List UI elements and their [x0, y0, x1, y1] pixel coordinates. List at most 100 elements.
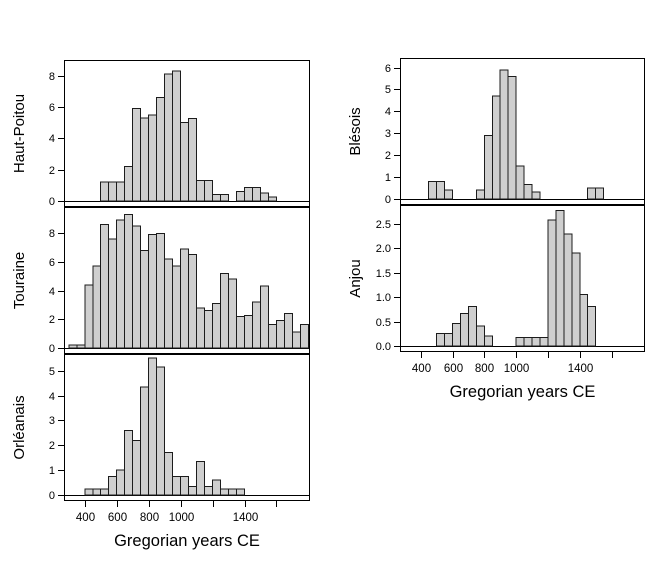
histogram-bar [483, 134, 493, 200]
y-tick-label: 4 [49, 286, 55, 298]
histogram-bar [236, 488, 246, 496]
histogram-bar [579, 294, 589, 347]
histogram-bar [164, 452, 174, 496]
y-tick-label: 4 [49, 391, 55, 403]
x-axis-title: Gregorian years CE [450, 383, 596, 401]
y-tick-label: 0.5 [376, 317, 391, 329]
histogram-bar [204, 310, 214, 349]
histogram-bar [132, 107, 142, 202]
y-tick-label: 0.0 [376, 341, 391, 352]
histogram-bar [491, 95, 501, 200]
histogram-bar [164, 258, 174, 349]
y-tick-label: 2.5 [376, 219, 391, 231]
x-tick-label: 400 [76, 512, 95, 524]
histogram-bar [571, 252, 581, 347]
histogram-bar [180, 248, 190, 349]
y-tick-label: 6 [385, 63, 391, 75]
panel-border [64, 60, 310, 207]
histogram-bar [156, 97, 166, 202]
histogram-bar [531, 337, 541, 347]
histogram-bar [475, 189, 485, 200]
panel-border [64, 354, 310, 501]
histogram-bar [68, 344, 78, 349]
histogram-bar [108, 238, 118, 349]
histogram-bar [100, 181, 110, 202]
histogram-bar [100, 488, 110, 496]
y-tick-label: 4 [385, 106, 391, 118]
histogram-bar [444, 189, 454, 200]
histogram-bar [587, 187, 597, 200]
histogram-bar [140, 386, 150, 496]
histogram-bar [595, 187, 605, 200]
histogram-bar [547, 219, 557, 347]
histogram-bar [283, 313, 293, 349]
histogram-bar [436, 332, 446, 347]
y-tick-label: 5 [385, 84, 391, 96]
histogram-bar [92, 265, 102, 349]
histogram-bar [452, 322, 461, 347]
histogram-bar [220, 272, 230, 349]
histogram-bar [156, 233, 166, 349]
histogram-bar [228, 488, 238, 496]
histogram-bar [244, 315, 253, 349]
y-tick-label: 0 [49, 196, 55, 207]
y-tick-label: 2 [49, 165, 55, 177]
histogram-bar [180, 475, 190, 496]
panel-orl-anais: 0 1 2 3 4 5 Orléanais [12, 354, 310, 501]
y-axis-region-label: Anjou [348, 259, 364, 297]
histogram-bar [204, 485, 214, 496]
y-tick-label: 1.0 [376, 292, 391, 304]
right-panel-column: 0 1 2 3 4 5 6 Blésois 0.0 0.5 1.0 1.5 2.0 2.5 Anjou 400… [348, 58, 645, 410]
histogram-bar [196, 307, 206, 349]
x-tick-label: 400 [412, 363, 431, 375]
histogram-bar [259, 285, 269, 349]
y-tick-label: 5 [49, 366, 55, 378]
histogram-bar [188, 118, 198, 202]
histogram-bar [587, 305, 597, 347]
histogram-bar [116, 469, 126, 496]
histogram-bar [444, 332, 454, 347]
histogram-bar [140, 117, 150, 202]
histogram-bar [563, 233, 573, 347]
y-tick-label: 0 [49, 343, 55, 354]
histogram-bar [459, 313, 469, 347]
x-tick-label: 1000 [169, 512, 195, 524]
histogram-bar [108, 475, 118, 496]
panel-haut-poitou: 0 2 4 6 8 Haut-Poitou [12, 60, 310, 207]
panel-bl-sois: 0 1 2 3 4 5 6 Blésois [348, 58, 645, 205]
y-tick-label: 0 [385, 194, 391, 205]
histogram-bar [124, 166, 134, 202]
y-axis-region-label: Blésois [348, 107, 364, 155]
panel-border [400, 205, 645, 352]
y-tick-label: 8 [49, 71, 55, 83]
histogram-bar [251, 187, 261, 202]
y-tick-label: 6 [49, 257, 55, 269]
histogram-bar [523, 337, 533, 347]
y-tick-label: 6 [49, 102, 55, 114]
histogram-bar [539, 337, 549, 347]
histogram-bar [228, 278, 238, 349]
y-tick-label: 1 [49, 465, 55, 477]
histogram-bar [299, 323, 309, 349]
x-tick-label: 800 [140, 512, 159, 524]
histogram-bar [523, 183, 533, 200]
histogram-bar [188, 485, 198, 496]
histogram-bar [204, 180, 214, 202]
histogram-bar [148, 114, 158, 202]
histogram-bar [92, 488, 102, 496]
histogram-bar [220, 194, 230, 202]
histogram-bar [172, 475, 182, 496]
panel-touraine: 0 2 4 6 8 Touraine [12, 207, 310, 354]
histogram-bar [108, 181, 118, 202]
panel-border [400, 58, 645, 205]
y-axis-region-label: Orléanais [12, 395, 28, 459]
histogram-bar [275, 320, 285, 349]
x-tick-label: 600 [444, 363, 463, 375]
y-tick-label: 1.5 [376, 268, 391, 280]
histogram-bar [84, 284, 94, 349]
histogram-bar [116, 219, 126, 349]
histogram-bar [196, 460, 206, 496]
panel-border [64, 207, 310, 354]
left-panel-column: 0 2 4 6 8 Haut-Poitou 0 2 4 6 8 Touraine 0 1 2 3 4 5 Orléa… [12, 60, 310, 559]
histogram-bar [212, 194, 222, 202]
